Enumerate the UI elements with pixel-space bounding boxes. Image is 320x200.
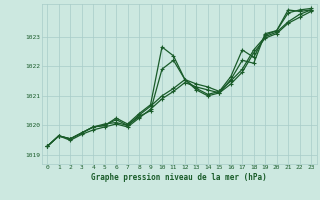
X-axis label: Graphe pression niveau de la mer (hPa): Graphe pression niveau de la mer (hPa) — [91, 173, 267, 182]
